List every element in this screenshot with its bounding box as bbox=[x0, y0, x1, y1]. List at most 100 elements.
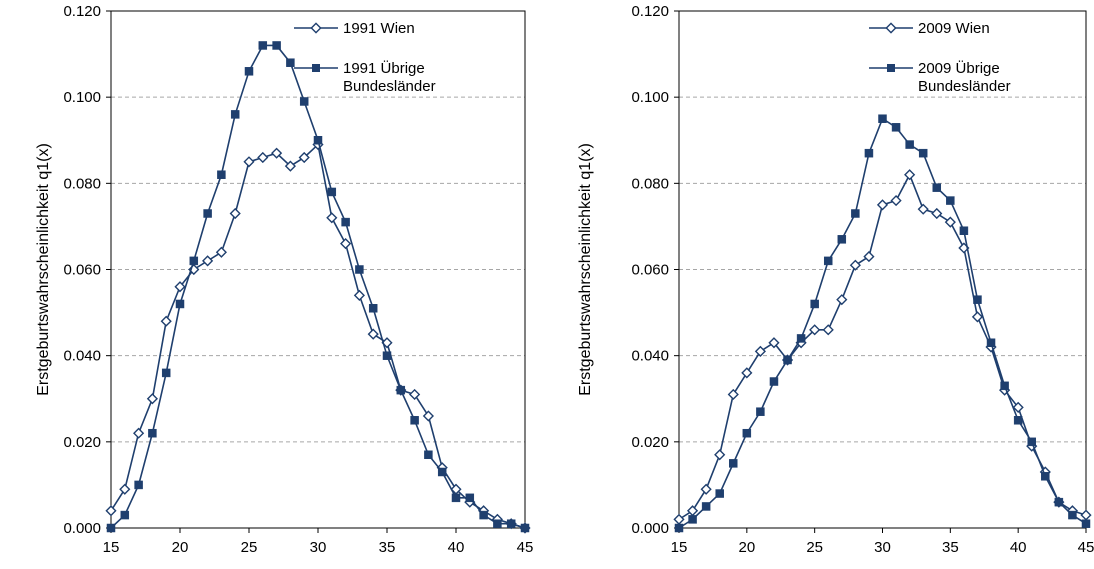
data-point-diamond bbox=[215, 246, 227, 258]
data-point-square bbox=[148, 428, 157, 438]
legend-marker-square bbox=[887, 64, 895, 72]
data-point-diamond bbox=[133, 427, 145, 439]
x-tick-label: 20 bbox=[738, 539, 755, 556]
data-point-diamond bbox=[1080, 509, 1092, 521]
y-tick-label: 0.000 bbox=[631, 520, 669, 537]
y-tick-label: 0.080 bbox=[63, 175, 101, 192]
data-point-diamond bbox=[917, 203, 929, 215]
legend-label: 1991 Übrige Bundesländer bbox=[343, 59, 436, 95]
data-point-diamond bbox=[160, 315, 172, 327]
data-point-square bbox=[493, 519, 502, 528]
data-point-diamond bbox=[971, 311, 984, 323]
data-point-square bbox=[783, 355, 792, 365]
data-point-diamond bbox=[863, 250, 875, 263]
data-point-square bbox=[424, 450, 433, 460]
y-tick-label: 0.060 bbox=[63, 262, 101, 279]
legend-marker-diamond bbox=[310, 22, 322, 34]
data-point-square bbox=[851, 209, 860, 218]
legend-marker-square bbox=[312, 64, 320, 72]
data-point-square bbox=[217, 170, 226, 179]
data-point-square bbox=[327, 187, 337, 197]
data-point-square bbox=[756, 407, 765, 416]
data-point-square bbox=[905, 140, 914, 149]
data-point-diamond bbox=[890, 194, 902, 207]
data-point-square bbox=[258, 41, 268, 50]
data-point-diamond bbox=[1012, 401, 1024, 413]
x-tick-label: 15 bbox=[103, 539, 120, 556]
data-point-square bbox=[465, 493, 475, 503]
x-tick-label: 40 bbox=[1010, 539, 1027, 556]
data-point-diamond bbox=[686, 505, 699, 517]
data-point-square bbox=[823, 256, 833, 266]
data-point-diamond bbox=[822, 324, 834, 336]
data-point-square bbox=[918, 148, 928, 158]
y-tick-label: 0.000 bbox=[63, 520, 101, 537]
y-tick-label: 0.020 bbox=[631, 434, 669, 451]
data-point-diamond bbox=[340, 238, 352, 250]
data-point-square bbox=[878, 114, 887, 123]
data-point-square bbox=[742, 428, 752, 438]
data-point-square bbox=[161, 368, 171, 378]
data-point-diamond bbox=[298, 151, 310, 164]
y-tick-label: 0.080 bbox=[631, 175, 669, 192]
data-point-square bbox=[286, 58, 295, 67]
data-point-diamond bbox=[174, 281, 186, 293]
data-point-diamond bbox=[754, 345, 766, 357]
data-point-square bbox=[437, 467, 447, 477]
legend-label: 1991 Wien bbox=[343, 20, 415, 37]
x-tick-label: 40 bbox=[448, 539, 465, 556]
data-point-square bbox=[396, 385, 406, 395]
data-point-square bbox=[946, 196, 955, 205]
y-tick-label: 0.120 bbox=[63, 3, 101, 20]
data-point-diamond bbox=[257, 151, 269, 164]
y-tick-label: 0.040 bbox=[63, 348, 101, 365]
data-point-diamond bbox=[326, 212, 338, 224]
x-tick-label: 20 bbox=[172, 539, 189, 556]
data-point-square bbox=[810, 299, 819, 309]
data-point-square bbox=[796, 334, 806, 343]
data-point-diamond bbox=[119, 483, 131, 495]
x-tick-label: 45 bbox=[517, 539, 534, 556]
data-point-diamond bbox=[931, 207, 943, 220]
data-point-square bbox=[175, 299, 185, 309]
data-point-square bbox=[973, 295, 982, 304]
data-point-square bbox=[1068, 510, 1077, 520]
data-point-square bbox=[451, 493, 461, 503]
data-point-square bbox=[341, 217, 350, 227]
y-tick-label: 0.060 bbox=[631, 262, 669, 279]
x-tick-label: 25 bbox=[241, 539, 258, 556]
data-point-diamond bbox=[836, 294, 848, 306]
data-point-diamond bbox=[741, 367, 753, 379]
data-point-diamond bbox=[714, 449, 726, 461]
data-point-square bbox=[313, 136, 323, 145]
legend-label: 2009 Wien bbox=[918, 20, 990, 37]
data-point-diamond bbox=[284, 160, 296, 172]
y-tick-label: 0.040 bbox=[631, 348, 669, 365]
data-point-square bbox=[230, 110, 240, 119]
data-point-square bbox=[674, 523, 684, 533]
data-point-square bbox=[479, 510, 488, 520]
data-point-square bbox=[715, 489, 724, 498]
data-point-square bbox=[864, 148, 874, 158]
data-point-diamond bbox=[409, 388, 421, 401]
data-point-diamond bbox=[105, 505, 117, 517]
x-tick-label: 35 bbox=[379, 539, 396, 556]
data-point-square bbox=[1081, 519, 1091, 528]
data-point-diamond bbox=[904, 169, 916, 181]
data-point-square bbox=[203, 209, 212, 218]
data-point-square bbox=[701, 502, 711, 511]
data-point-diamond bbox=[422, 410, 434, 422]
data-point-square bbox=[272, 41, 281, 50]
plot-frame bbox=[110, 10, 526, 529]
data-point-square bbox=[134, 480, 143, 490]
x-tick-label: 30 bbox=[310, 539, 327, 556]
y-tick-label: 0.120 bbox=[631, 3, 669, 20]
data-point-square bbox=[1013, 416, 1023, 425]
data-point-square bbox=[355, 265, 364, 274]
x-tick-label: 25 bbox=[806, 539, 823, 556]
x-tick-label: 35 bbox=[942, 539, 959, 556]
y-tick-label: 0.100 bbox=[631, 89, 669, 106]
data-point-square bbox=[688, 515, 697, 524]
data-point-square bbox=[986, 338, 996, 347]
legend-label: 2009 Übrige Bundesländer bbox=[918, 59, 1011, 95]
